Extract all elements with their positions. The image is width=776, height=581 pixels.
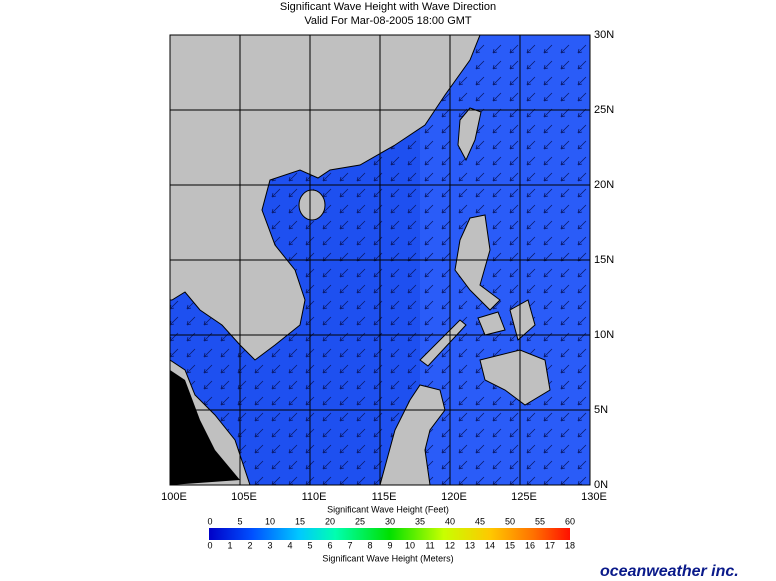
lat-label: 25N — [594, 104, 614, 116]
feet-tick-label: 10 — [265, 516, 275, 526]
meter-tick-label: 7 — [347, 540, 352, 550]
meter-tick-label: 8 — [367, 540, 372, 550]
meters-title: Significant Wave Height (Meters) — [322, 553, 453, 563]
lat-label: 0N — [594, 479, 608, 491]
feet-title: Significant Wave Height (Feet) — [327, 504, 449, 514]
meter-tick-label: 5 — [307, 540, 312, 550]
feet-tick-label: 20 — [325, 516, 335, 526]
lon-label: 105E — [231, 491, 257, 503]
meter-tick-label: 14 — [485, 540, 495, 550]
feet-tick-label: 35 — [415, 516, 425, 526]
meter-tick-label: 13 — [465, 540, 475, 550]
lon-label: 125E — [511, 491, 537, 503]
meter-tick-label: 16 — [525, 540, 535, 550]
meter-tick-label: 15 — [505, 540, 515, 550]
meter-tick-label: 6 — [327, 540, 332, 550]
meter-tick-label: 2 — [247, 540, 252, 550]
lon-label: 115E — [372, 491, 397, 503]
feet-tick-label: 0 — [207, 516, 212, 526]
feet-tick-label: 15 — [295, 516, 305, 526]
meter-tick-label: 1 — [227, 540, 232, 550]
lat-label: 20N — [594, 179, 614, 191]
meter-tick-label: 17 — [545, 540, 555, 550]
feet-tick-label: 50 — [505, 516, 515, 526]
feet-tick-label: 5 — [237, 516, 242, 526]
graticule — [170, 35, 590, 485]
feet-tick-label: 60 — [565, 516, 575, 526]
sumatra-edge — [170, 370, 240, 485]
feet-tick-label: 25 — [355, 516, 365, 526]
meter-tick-label: 10 — [405, 540, 415, 550]
meter-tick-label: 9 — [387, 540, 392, 550]
subtitle: Valid For Mar-08-2005 18:00 GMT — [304, 15, 472, 27]
map-frame — [169, 34, 591, 486]
logo: oceanweather inc. — [600, 563, 739, 580]
meter-tick-label: 0 — [207, 540, 212, 550]
title: Significant Wave Height with Wave Direct… — [280, 1, 496, 13]
map — [170, 35, 590, 485]
lat-label: 30N — [594, 29, 614, 41]
feet-tick-label: 55 — [535, 516, 545, 526]
feet-tick-label: 40 — [445, 516, 455, 526]
axis-labels: 100E 105E 110E 115E 120E 125E 130E 30N 25N 20N 15N… — [161, 29, 614, 503]
meter-tick-label: 3 — [267, 540, 272, 550]
feet-tick-label: 45 — [475, 516, 485, 526]
lat-label: 5N — [594, 404, 608, 416]
lon-label: 130E — [581, 491, 607, 503]
meter-tick-label: 18 — [565, 540, 575, 550]
meter-tick-label: 4 — [287, 540, 292, 550]
lon-label: 100E — [161, 491, 187, 503]
lon-label: 120E — [441, 491, 467, 503]
lon-label: 110E — [302, 491, 327, 503]
meter-tick-label: 11 — [425, 540, 434, 550]
colorbar — [209, 528, 570, 540]
meter-tick-label: 12 — [445, 540, 455, 550]
lat-label: 15N — [594, 254, 614, 266]
lat-label: 10N — [594, 329, 614, 341]
feet-tick-label: 30 — [385, 516, 395, 526]
land — [170, 35, 551, 485]
